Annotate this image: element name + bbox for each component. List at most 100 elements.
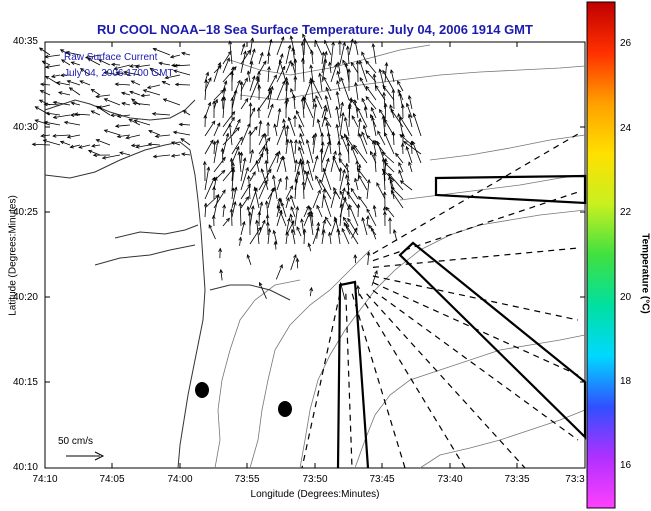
current-vector <box>204 139 214 155</box>
current-vector-head <box>408 161 412 166</box>
current-vector-head <box>247 49 251 54</box>
current-vector-head <box>322 167 327 173</box>
current-vector <box>343 222 351 235</box>
current-vector <box>133 102 151 106</box>
current-vector-head <box>400 142 405 147</box>
current-vector <box>213 99 218 110</box>
current-vector-head <box>257 70 261 75</box>
current-vector <box>365 86 377 101</box>
current-vector <box>320 148 323 173</box>
current-vector <box>298 147 305 164</box>
current-vector-head <box>306 159 310 164</box>
x-tick-label: 73:35 <box>504 474 530 485</box>
current-vector-head <box>361 216 366 222</box>
current-vector <box>121 92 131 96</box>
current-vector-head <box>212 100 216 105</box>
current-vector <box>282 156 287 173</box>
current-vector-head <box>346 181 351 186</box>
current-vector <box>267 104 274 119</box>
current-vector-head <box>256 77 260 82</box>
current-vector-head <box>353 144 358 149</box>
current-vector <box>294 139 297 155</box>
current-vector <box>310 77 314 101</box>
current-vector-head <box>295 205 300 211</box>
current-vector <box>240 184 251 200</box>
current-vector <box>249 107 256 119</box>
current-vector-head <box>368 224 372 229</box>
current-vector <box>285 185 293 200</box>
current-vector-head <box>169 54 175 59</box>
current-vector-head <box>363 105 368 111</box>
current-vector <box>272 175 278 200</box>
current-vector-head <box>148 129 153 134</box>
current-vector <box>303 80 312 101</box>
current-vector-head <box>79 68 85 72</box>
current-vector-head <box>324 116 328 121</box>
current-vector <box>222 57 230 74</box>
current-vector <box>357 168 368 182</box>
current-vector <box>385 207 395 218</box>
current-vector-head <box>226 57 230 62</box>
current-vector-head <box>287 116 292 121</box>
current-vector-head <box>378 108 383 114</box>
current-vector-head <box>232 201 237 206</box>
current-vector-head <box>281 80 286 85</box>
current-vector-head <box>340 76 344 82</box>
current-vector-head <box>295 257 300 262</box>
current-vector-head <box>262 60 267 65</box>
current-vector-head <box>298 123 303 129</box>
current-vector-head <box>359 77 364 82</box>
current-vector-head <box>207 101 212 106</box>
radar-beam <box>372 275 579 321</box>
current-vector <box>104 129 121 136</box>
current-vector <box>46 112 61 116</box>
radar-beam <box>372 289 579 441</box>
current-vector <box>372 43 377 65</box>
current-vector-head <box>335 123 340 129</box>
current-vector <box>136 144 151 148</box>
current-vector <box>264 133 269 155</box>
current-vector-head <box>172 130 178 135</box>
current-vector <box>290 206 296 218</box>
current-vector-head <box>204 78 209 84</box>
current-vector-head <box>376 182 380 187</box>
current-vector-head <box>251 48 256 53</box>
current-vector <box>249 149 254 164</box>
current-vector <box>343 217 350 227</box>
current-vector-head <box>382 206 387 211</box>
current-vector-head <box>327 231 332 236</box>
current-vector <box>290 35 296 56</box>
current-vector-head <box>237 118 241 124</box>
current-vector-head <box>322 188 326 193</box>
current-vector-head <box>246 70 251 75</box>
current-vector <box>85 54 101 59</box>
current-vector <box>359 77 368 92</box>
current-vector <box>312 190 321 209</box>
current-vector-head <box>382 170 386 176</box>
current-vector-head <box>73 112 79 117</box>
current-vector-head <box>412 112 417 118</box>
current-vector-head <box>86 58 92 62</box>
current-vector <box>117 114 131 117</box>
current-vector-head <box>299 132 303 138</box>
current-vector <box>240 221 245 236</box>
coastline-segment <box>44 141 206 469</box>
current-vector-head <box>221 169 226 174</box>
current-vector-head <box>129 90 134 95</box>
current-vector <box>45 54 61 58</box>
current-vector-head <box>399 133 404 138</box>
current-vector <box>148 130 161 136</box>
current-vector <box>348 204 359 227</box>
current-vector <box>240 152 242 164</box>
current-vector-head <box>40 133 45 138</box>
current-vector-head <box>384 131 388 137</box>
colorbar <box>586 1 616 509</box>
current-vector <box>116 72 131 76</box>
current-vector-head <box>266 137 271 142</box>
current-vector <box>98 104 111 109</box>
current-vector-head <box>231 167 236 173</box>
current-vector-head <box>101 155 107 160</box>
current-vector <box>357 107 368 128</box>
current-vector <box>397 81 404 92</box>
current-vector <box>332 156 341 173</box>
